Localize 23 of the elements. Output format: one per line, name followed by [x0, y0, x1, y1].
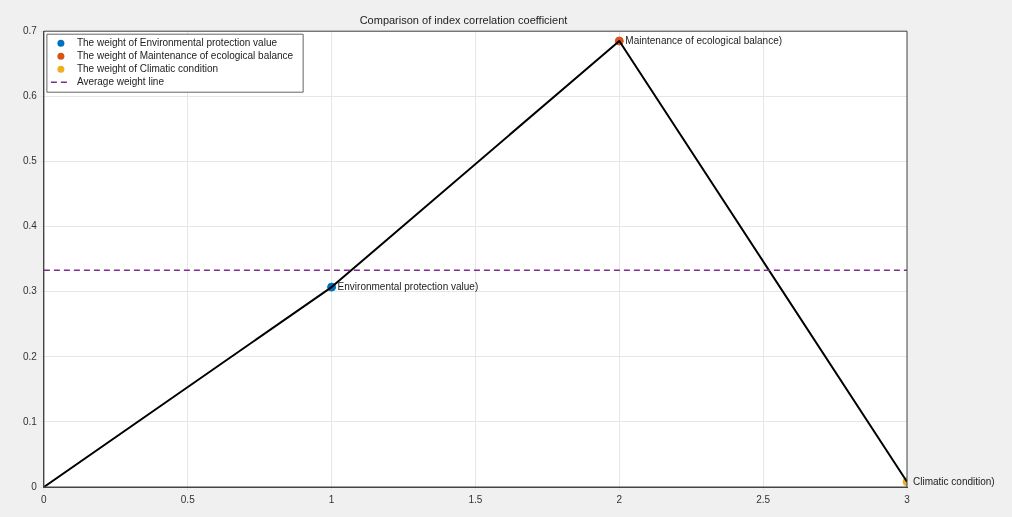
- y-tick-label: 0.5: [23, 155, 38, 167]
- x-tick-label: 1: [328, 493, 335, 505]
- y-tick-label: 0.7: [23, 24, 38, 36]
- legend-label: The weight of Maintenance of ecological balance: [76, 49, 294, 61]
- y-tick-label: 0.2: [23, 350, 38, 362]
- legend-label: The weight of Environmental protection value: [76, 36, 278, 48]
- x-tick-label: 0.5: [180, 493, 196, 505]
- annotation: Maintenance of ecological balance): [625, 34, 783, 46]
- legend-label: The weight of Climatic condition: [76, 62, 219, 74]
- y-tick-label: 0.6: [23, 90, 38, 102]
- legend-label: Average weight line: [76, 75, 165, 87]
- x-tick-label: 0: [41, 493, 48, 505]
- x-tick-label: 1.5: [468, 493, 483, 505]
- annotation: Environmental protection value): [337, 280, 479, 292]
- y-tick-label: 0.4: [23, 220, 38, 232]
- y-tick-label: 0.3: [23, 285, 38, 297]
- x-tick-label: 2: [616, 493, 623, 505]
- y-tick-label: 0.1: [23, 415, 38, 427]
- x-tick-label: 3: [904, 493, 911, 505]
- y-tick-label: 0: [31, 480, 38, 492]
- annotation: Climatic condition): [913, 475, 995, 487]
- x-tick-label: 2.5: [756, 493, 771, 505]
- chart-title: Comparison of index correlation coefficient: [359, 13, 568, 26]
